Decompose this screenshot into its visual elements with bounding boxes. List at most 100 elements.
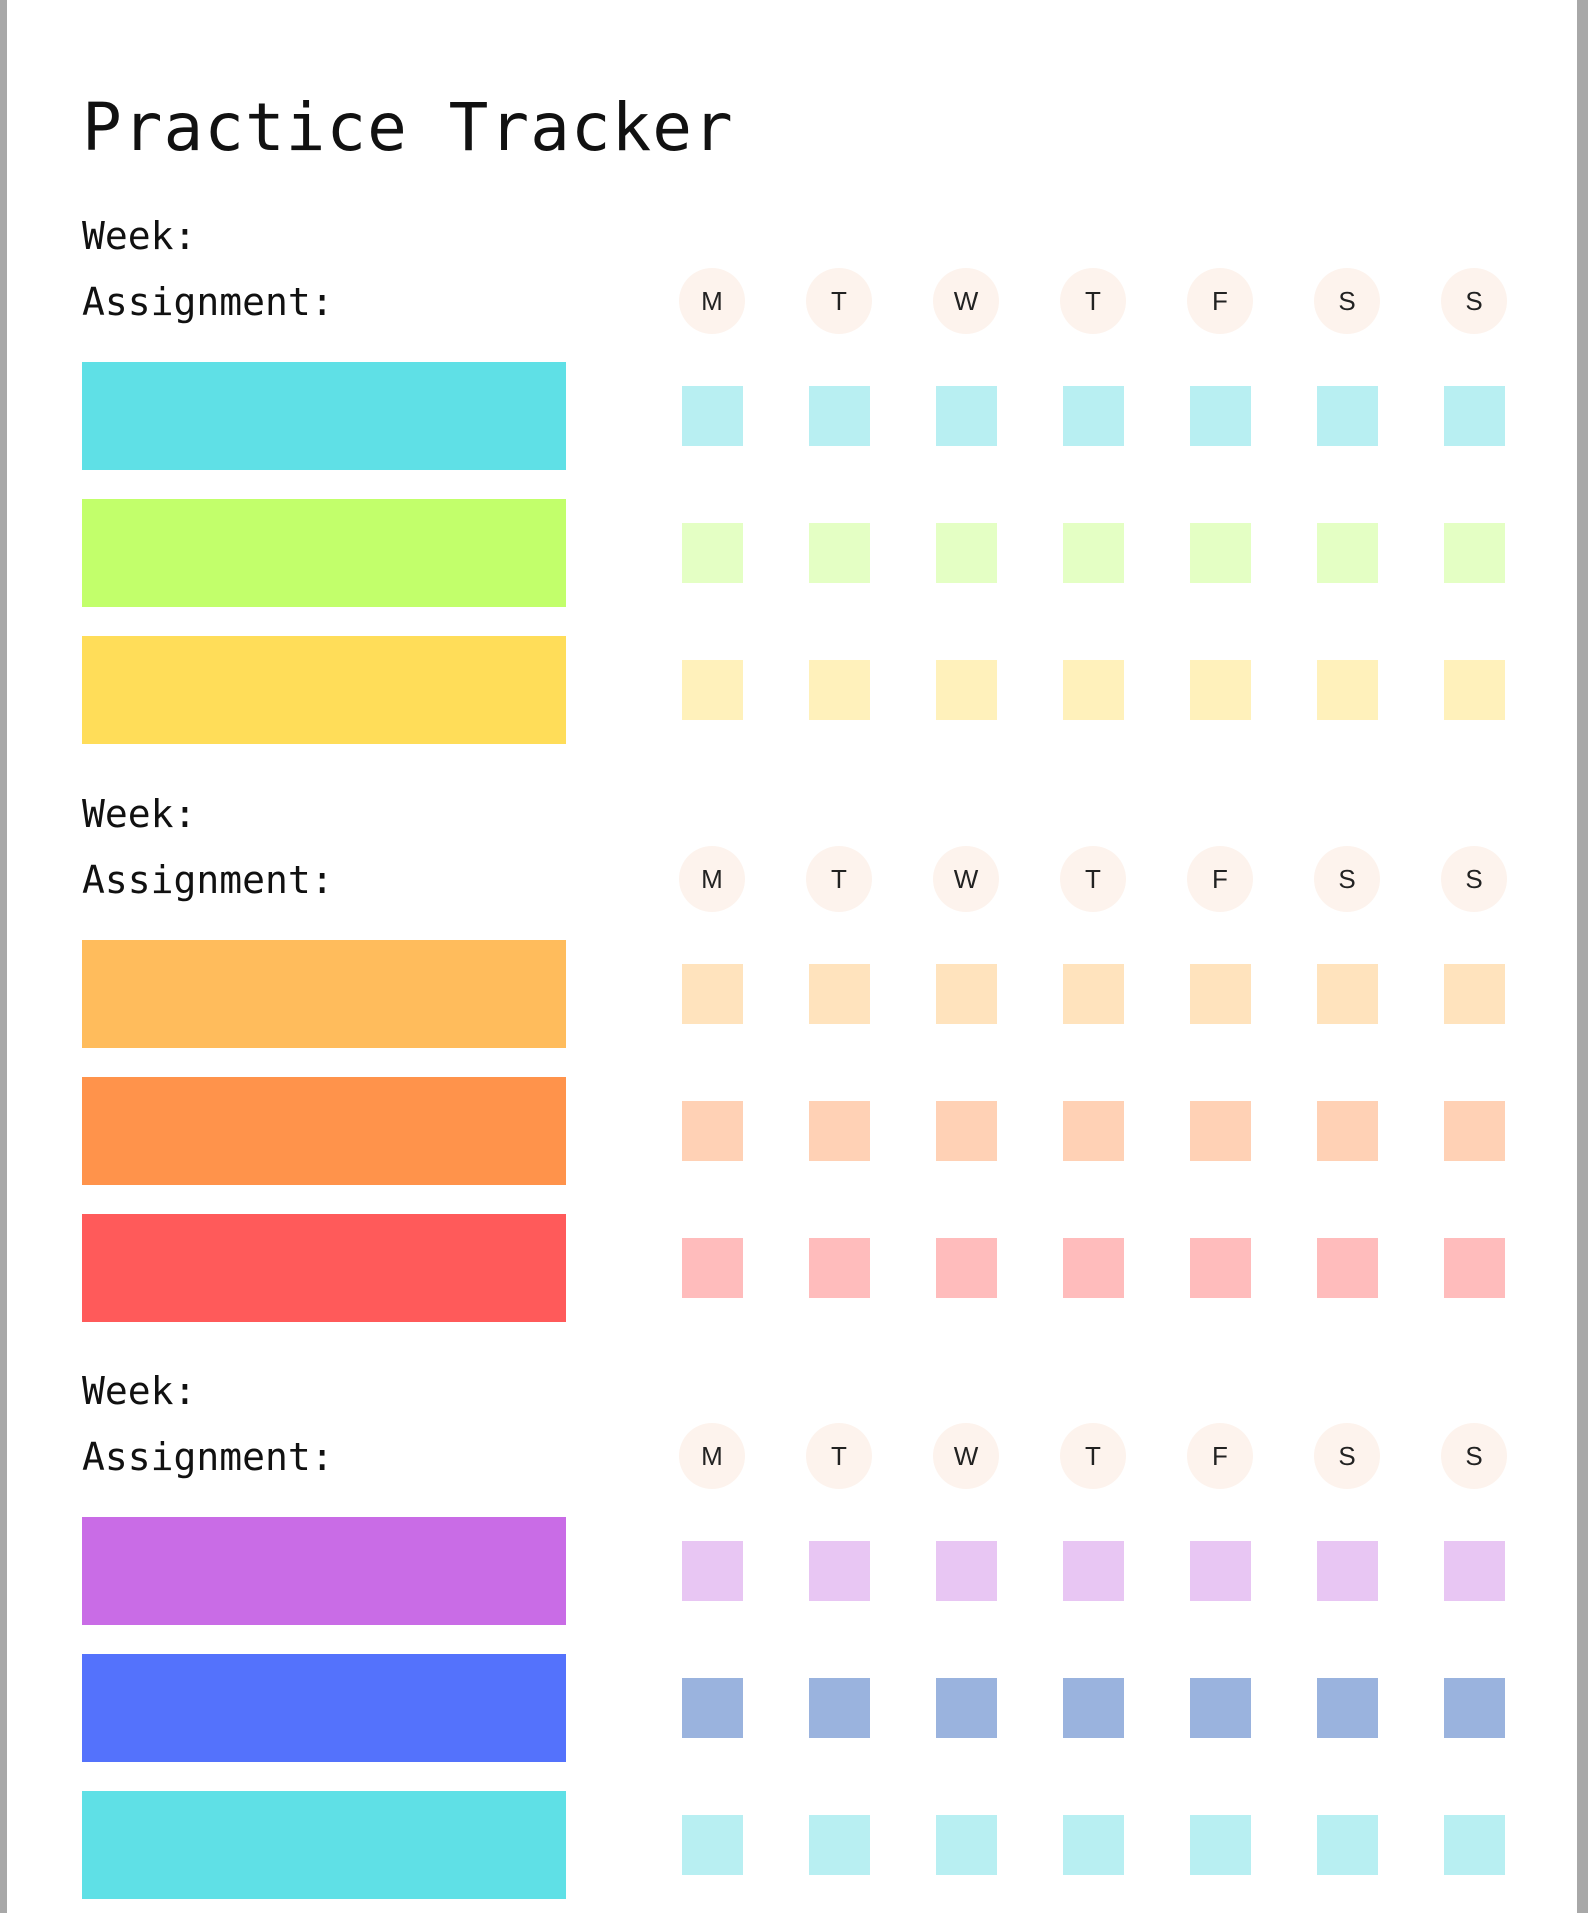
day-header: W	[933, 268, 999, 334]
day-checkbox[interactable]	[1444, 1101, 1505, 1161]
day-checkbox[interactable]	[1190, 1238, 1251, 1298]
week-label: Week:	[82, 214, 197, 258]
day-checkbox[interactable]	[682, 1101, 743, 1161]
day-checkbox[interactable]	[1190, 523, 1251, 583]
day-checkbox[interactable]	[1063, 660, 1124, 720]
day-checkbox[interactable]	[1063, 1678, 1124, 1738]
day-checkbox[interactable]	[809, 523, 870, 583]
day-checkbox[interactable]	[1063, 523, 1124, 583]
tracker-section: Week: Assignment: M T W T F S S	[0, 1367, 1588, 1927]
day-checkbox[interactable]	[936, 386, 997, 446]
assignment-bar	[82, 940, 566, 1048]
day-checkbox[interactable]	[682, 386, 743, 446]
day-header: S	[1314, 1423, 1380, 1489]
day-header: M	[679, 846, 745, 912]
day-checkbox[interactable]	[936, 1678, 997, 1738]
day-checkbox[interactable]	[1444, 1238, 1505, 1298]
day-checkbox[interactable]	[1444, 523, 1505, 583]
day-checkbox[interactable]	[809, 1541, 870, 1601]
tracker-section: Week: Assignment: M T W T F S S	[0, 212, 1588, 772]
week-label: Week:	[82, 792, 197, 836]
day-checkbox[interactable]	[809, 1678, 870, 1738]
day-header: T	[806, 846, 872, 912]
day-checkbox[interactable]	[1063, 1815, 1124, 1875]
day-header: F	[1187, 268, 1253, 334]
day-checkbox[interactable]	[1317, 1678, 1378, 1738]
day-header: T	[806, 1423, 872, 1489]
day-header: S	[1441, 846, 1507, 912]
day-checkbox[interactable]	[682, 1815, 743, 1875]
assignment-bar	[82, 1654, 566, 1762]
day-checkbox[interactable]	[682, 1678, 743, 1738]
day-header: W	[933, 1423, 999, 1489]
day-header: S	[1441, 268, 1507, 334]
day-checkbox[interactable]	[936, 660, 997, 720]
day-checkbox[interactable]	[1190, 1101, 1251, 1161]
day-checkbox[interactable]	[1063, 386, 1124, 446]
day-checkbox[interactable]	[1444, 1815, 1505, 1875]
day-checkbox[interactable]	[809, 964, 870, 1024]
day-header: S	[1441, 1423, 1507, 1489]
day-checkbox[interactable]	[1444, 1541, 1505, 1601]
day-checkbox[interactable]	[1063, 1238, 1124, 1298]
day-checkbox[interactable]	[1190, 660, 1251, 720]
week-label: Week:	[82, 1369, 197, 1413]
day-checkbox[interactable]	[1317, 523, 1378, 583]
day-checkbox[interactable]	[1317, 660, 1378, 720]
day-header: M	[679, 268, 745, 334]
day-checkbox[interactable]	[1317, 1815, 1378, 1875]
day-checkbox[interactable]	[809, 1101, 870, 1161]
day-checkbox[interactable]	[809, 660, 870, 720]
day-header: T	[1060, 1423, 1126, 1489]
day-checkbox[interactable]	[1190, 1541, 1251, 1601]
page-right-edge	[1577, 0, 1588, 1913]
day-checkbox[interactable]	[936, 964, 997, 1024]
day-checkbox[interactable]	[936, 1101, 997, 1161]
assignment-bar	[82, 636, 566, 744]
day-checkbox[interactable]	[1444, 964, 1505, 1024]
day-checkbox[interactable]	[682, 523, 743, 583]
day-checkbox[interactable]	[936, 1815, 997, 1875]
day-checkbox[interactable]	[1063, 1541, 1124, 1601]
day-checkbox[interactable]	[1190, 386, 1251, 446]
tracker-section: Week: Assignment: M T W T F S S	[0, 790, 1588, 1350]
assignment-bar	[82, 499, 566, 607]
assignment-bar	[82, 1077, 566, 1185]
day-checkbox[interactable]	[1444, 386, 1505, 446]
day-checkbox[interactable]	[809, 1815, 870, 1875]
assignment-label: Assignment:	[82, 1435, 334, 1479]
day-checkbox[interactable]	[809, 386, 870, 446]
day-header: T	[1060, 846, 1126, 912]
assignment-bar	[82, 362, 566, 470]
day-checkbox[interactable]	[936, 1238, 997, 1298]
day-checkbox[interactable]	[1444, 660, 1505, 720]
day-checkbox[interactable]	[682, 964, 743, 1024]
day-checkbox[interactable]	[1190, 1815, 1251, 1875]
day-header: S	[1314, 846, 1380, 912]
day-checkbox[interactable]	[682, 1238, 743, 1298]
day-checkbox[interactable]	[936, 1541, 997, 1601]
day-checkbox[interactable]	[682, 1541, 743, 1601]
day-checkbox[interactable]	[1444, 1678, 1505, 1738]
day-checkbox[interactable]	[1190, 964, 1251, 1024]
day-checkbox[interactable]	[1317, 1541, 1378, 1601]
assignment-label: Assignment:	[82, 858, 334, 902]
day-header: W	[933, 846, 999, 912]
day-checkbox[interactable]	[936, 523, 997, 583]
day-header: M	[679, 1423, 745, 1489]
assignment-bar	[82, 1517, 566, 1625]
day-checkbox[interactable]	[1317, 386, 1378, 446]
day-checkbox[interactable]	[809, 1238, 870, 1298]
day-header: S	[1314, 268, 1380, 334]
day-checkbox[interactable]	[1063, 1101, 1124, 1161]
day-header: F	[1187, 846, 1253, 912]
day-checkbox[interactable]	[1317, 1101, 1378, 1161]
day-checkbox[interactable]	[1190, 1678, 1251, 1738]
day-checkbox[interactable]	[1063, 964, 1124, 1024]
day-checkbox[interactable]	[1317, 1238, 1378, 1298]
day-checkbox[interactable]	[1317, 964, 1378, 1024]
assignment-label: Assignment:	[82, 280, 334, 324]
assignment-bar	[82, 1214, 566, 1322]
day-checkbox[interactable]	[682, 660, 743, 720]
day-header: T	[806, 268, 872, 334]
